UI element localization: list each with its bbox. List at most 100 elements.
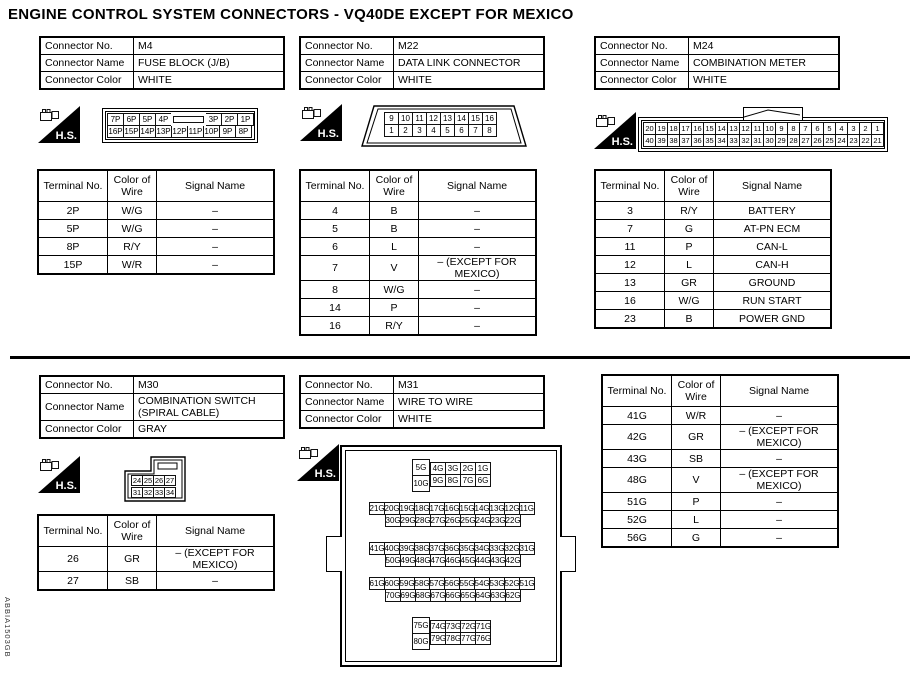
terminal-row: 8P R/Y –: [38, 237, 274, 256]
pin-row: 70G69G68G67G66G65G64G63G62G: [384, 589, 534, 602]
terminal-cell: W/G: [664, 291, 714, 310]
terminal-cell: –: [418, 237, 536, 256]
terminal-cell: –: [156, 237, 274, 256]
connector-info-table-m30: Connector No. M30 Connector Name COMBINA…: [39, 375, 285, 439]
connector-color-value: GRAY: [133, 420, 284, 438]
info-row: Connector Name WIRE TO WIRE: [300, 393, 544, 411]
terminal-cell: W/R: [671, 406, 721, 425]
terminal-cell: –: [156, 201, 274, 220]
terminal-cell: P: [369, 298, 419, 317]
terminal-header-row: Terminal No. Color of Wire Signal Name: [602, 375, 838, 407]
connector-name-value: COMBINATION SWITCH (SPIRAL CABLE): [133, 393, 284, 421]
pin-cell: 13P: [155, 125, 172, 138]
diagram-frame: 5G 10G 4G 3G 2G 1G 9G 8G 7G 6G 21G20G19G18G17G1…: [345, 450, 557, 662]
pin-cell: 34: [164, 487, 176, 498]
pin-cell: 50G: [384, 554, 401, 567]
terminal-cell: W/R: [107, 255, 157, 274]
terminal-header-row: Terminal No. Color of Wire Signal Name: [595, 170, 831, 202]
terminal-header-row: Terminal No. Color of Wire Signal Name: [300, 170, 536, 202]
terminal-cell: 56G: [602, 528, 672, 547]
pin-row: 31 32 33 34: [131, 487, 176, 500]
terminal-cell: POWER GND: [713, 309, 831, 328]
pin-cell: 78G: [445, 632, 462, 645]
terminal-row: 3 R/Y BATTERY: [595, 201, 831, 220]
terminal-cell: SB: [107, 571, 157, 590]
pin-cell: 41G: [368, 542, 385, 555]
pin-cell: 3: [412, 124, 427, 137]
pin-rows: 4G 3G 2G 1G 9G 8G 7G 6G: [430, 462, 491, 491]
terminal-cell: 27: [38, 571, 108, 590]
pin-cell: 6G: [475, 474, 491, 487]
connector-color-value: WHITE: [393, 71, 544, 89]
pin-cell: 23G: [489, 514, 506, 527]
harness-side-icon: H.S.: [300, 104, 342, 141]
info-row: Connector Color GRAY: [40, 420, 284, 438]
terminal-row: 5 B –: [300, 219, 536, 238]
terminal-cell: L: [369, 237, 419, 256]
terminal-table-m30: Terminal No. Color of Wire Signal Name 2…: [37, 514, 275, 591]
pin-cell: 11G: [518, 502, 535, 515]
terminal-row: 13 GR GROUND: [595, 273, 831, 292]
connector-diagram-m4: 7P 6P 5P 4P 3P 2P 1P 16P 15P 14P 13P 12P 11P 10P 9P 8P: [102, 108, 258, 143]
pin-cell: 26: [811, 134, 824, 147]
terminal-cell: SB: [671, 449, 721, 468]
hs-label: H.S.: [317, 128, 339, 140]
pin-cell: 75G: [412, 617, 430, 634]
pin-cell: 22G: [504, 514, 521, 527]
col-terminal-no: Terminal No.: [38, 170, 108, 202]
pin-cell: 30G: [384, 514, 401, 527]
terminal-row: 12 L CAN-H: [595, 255, 831, 274]
terminal-cell: 5: [300, 219, 370, 238]
info-label: Connector Name: [300, 393, 394, 411]
pin-cell: 76G: [475, 632, 492, 645]
col-color-of-wire: Color of Wire: [107, 170, 157, 202]
tall-pin-column: 75G 80G: [412, 617, 430, 650]
pin-cell: 15P: [123, 125, 140, 138]
terminal-cell: W/G: [107, 201, 157, 220]
terminal-cell: L: [664, 255, 714, 274]
terminal-row: 23 B POWER GND: [595, 309, 831, 328]
terminal-cell: R/Y: [664, 201, 714, 220]
terminal-cell: 16: [595, 291, 665, 310]
terminal-row: 14 P –: [300, 298, 536, 317]
pin-cell: 44G: [474, 554, 491, 567]
terminal-cell: GR: [664, 273, 714, 292]
info-row: Connector Color WHITE: [595, 71, 839, 89]
terminal-table-m31: Terminal No. Color of Wire Signal Name 4…: [601, 374, 839, 548]
info-row: Connector Name FUSE BLOCK (J/B): [40, 54, 284, 72]
terminal-row: 4 B –: [300, 201, 536, 220]
pin-cell: 27G: [429, 514, 446, 527]
pin-cell: 61G: [368, 577, 385, 590]
pin-cell: 9G: [430, 474, 446, 487]
terminal-row: 52G L –: [602, 510, 838, 529]
terminal-cell: 14: [300, 298, 370, 317]
terminal-cell: B: [664, 309, 714, 328]
pin-cell: 26G: [444, 514, 461, 527]
pin-cell: 80G: [412, 633, 430, 650]
terminal-row: 41G W/R –: [602, 406, 838, 425]
terminal-cell: 13: [595, 273, 665, 292]
pin-rows: 24 25 26 27 31 32 33 34: [131, 475, 176, 500]
pin-cell: 46G: [444, 554, 461, 567]
info-row: Connector Color WHITE: [300, 410, 544, 428]
terminal-row: 8 W/G –: [300, 280, 536, 299]
connector-no-value: M22: [393, 37, 544, 55]
pin-row: 40 39 38 37 36 35 34 33 32 31 30 29 28 27 26 25 24 23 22 21: [643, 134, 884, 147]
terminal-row: 11 P CAN-L: [595, 237, 831, 256]
info-row: Connector No. M24: [595, 37, 839, 55]
col-color-of-wire: Color of Wire: [369, 170, 419, 202]
pin-cell: 70G: [384, 589, 401, 602]
terminal-cell: V: [671, 467, 721, 493]
pin-cell: 6: [454, 124, 469, 137]
pin-row: 16P 15P 14P 13P 12P 11P 10P 9P 8P: [107, 125, 253, 138]
pin-cell: 8P: [235, 125, 252, 138]
terminal-row: 48G V – (EXCEPT FOR MEXICO): [602, 467, 838, 493]
terminal-cell: –: [418, 298, 536, 317]
section-divider: [10, 356, 910, 359]
terminal-cell: –: [720, 492, 838, 511]
info-row: Connector Color WHITE: [40, 71, 284, 89]
terminal-cell: GROUND: [713, 273, 831, 292]
